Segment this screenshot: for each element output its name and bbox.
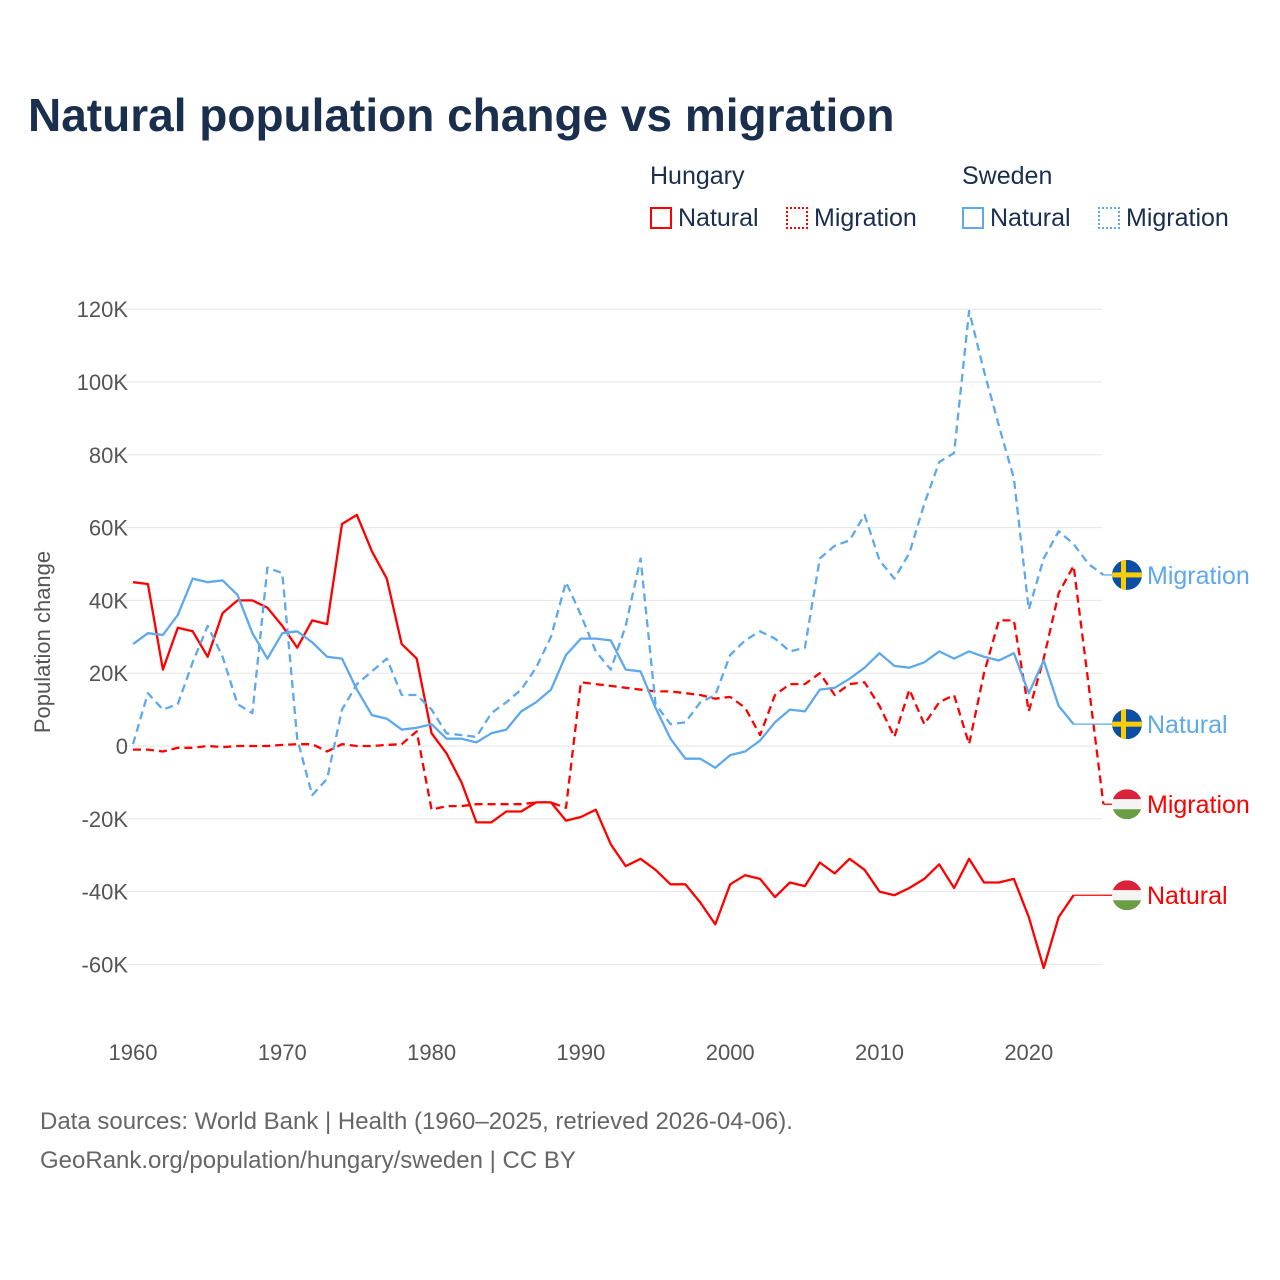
- x-tick-label: 1960: [109, 1040, 158, 1065]
- y-tick-label: -20K: [82, 807, 129, 832]
- y-tick-label: -40K: [82, 880, 129, 905]
- series-line-hungary-natural: [132, 513, 1075, 970]
- x-tick-label: 1970: [258, 1040, 307, 1065]
- legend-hungary-natural[interactable]: Natural: [650, 204, 759, 233]
- x-tick-label: 1980: [407, 1040, 456, 1065]
- legend-hungary-migration[interactable]: Migration: [786, 204, 917, 233]
- series-end-label: Natural: [1147, 711, 1228, 739]
- legend-sweden-natural[interactable]: Natural: [962, 204, 1071, 233]
- solid-swatch-icon: [962, 207, 984, 229]
- legend-sweden-migration[interactable]: Migration: [1098, 204, 1229, 233]
- y-axis-label: Population change: [30, 551, 55, 733]
- legend-group-hungary-title: Hungary: [650, 162, 745, 190]
- y-tick-label: 80K: [89, 443, 128, 468]
- legend-label: Natural: [678, 204, 759, 232]
- legend-group-sweden-title: Sweden: [962, 162, 1053, 190]
- series-end-label: Migration: [1147, 791, 1250, 819]
- y-tick-label: 20K: [89, 661, 128, 686]
- legend-label: Natural: [990, 204, 1071, 232]
- series-line-sweden-natural: [132, 577, 1075, 769]
- y-tick-label: 0: [116, 734, 128, 759]
- x-tick-label: 2000: [706, 1040, 755, 1065]
- x-tick-label: 1990: [556, 1040, 605, 1065]
- y-tick-label: -60K: [82, 952, 129, 977]
- y-tick-label: 40K: [89, 588, 128, 613]
- series-end-label: Migration: [1147, 562, 1250, 590]
- legend-label: Migration: [1126, 204, 1229, 232]
- solid-swatch-icon: [650, 207, 672, 229]
- series-end-label: Natural: [1147, 882, 1228, 910]
- x-tick-label: 2020: [1004, 1040, 1053, 1065]
- y-tick-label: 100K: [77, 370, 129, 395]
- legend-label: Migration: [814, 204, 917, 232]
- hungary-flag-icon: [1112, 789, 1142, 820]
- series-line-hungary-migration: [133, 564, 1105, 811]
- dotted-swatch-icon: [786, 207, 808, 229]
- chart-title: Natural population change vs migration: [28, 89, 895, 141]
- dotted-swatch-icon: [1098, 207, 1120, 229]
- hungary-flag-icon: [1112, 880, 1142, 911]
- sweden-flag-icon: [1112, 559, 1142, 590]
- series-line-sweden-migration: [131, 309, 1105, 797]
- y-tick-label: 60K: [89, 516, 128, 541]
- footer-link[interactable]: GeoRank.org/population/hungary/sweden | …: [40, 1147, 576, 1174]
- sweden-flag-icon: [1112, 709, 1142, 740]
- y-tick-label: 120K: [77, 297, 129, 322]
- x-tick-label: 2010: [855, 1040, 904, 1065]
- footer-sources: Data sources: World Bank | Health (1960–…: [40, 1108, 793, 1135]
